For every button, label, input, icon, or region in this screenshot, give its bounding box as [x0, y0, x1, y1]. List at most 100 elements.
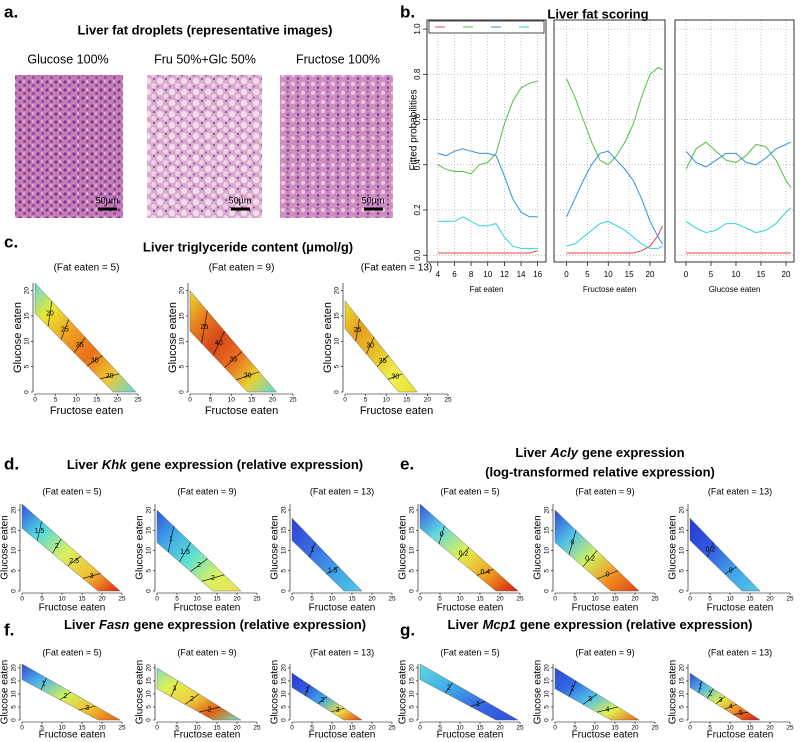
x-tick-label: 4 [436, 270, 441, 279]
contour-label: 2 [211, 575, 215, 582]
y-tick-label: 15 [679, 526, 686, 534]
contour-label: 0 [729, 567, 733, 574]
x-tick-label: 5 [40, 725, 44, 732]
series-line [566, 220, 663, 249]
plot-subtitle: (Fat eaten = 13) [708, 647, 772, 657]
x-axis-label: Fructose eaten [205, 405, 278, 417]
y-tick-label: 0 [679, 718, 686, 722]
x-tick-label: 5 [40, 596, 44, 603]
y-tick-label: 0 [179, 390, 186, 394]
y-tick-label: 5 [11, 705, 18, 709]
contour-line [47, 301, 53, 327]
y-tick-label: 20 [409, 664, 416, 672]
panel-label: f. [4, 620, 14, 639]
contour-label: 25 [354, 327, 362, 334]
contour-line [724, 704, 737, 710]
contour-label: 4 [729, 704, 733, 711]
x-tick-label: 10 [328, 596, 336, 603]
x-tick-label: 10 [483, 270, 492, 279]
contour-label: 1.5 [35, 528, 45, 535]
contour-label: 35 [76, 342, 84, 349]
contour-label: 0.2 [459, 550, 469, 557]
y-tick-label: 10 [409, 690, 416, 698]
plot-frame [426, 19, 547, 263]
x-tick-label: 25 [786, 725, 794, 732]
x-tick-label: 15 [348, 596, 356, 603]
x-tick-label: 5 [364, 397, 368, 404]
panel-label: b. [400, 2, 415, 21]
x-tick-label: 0 [290, 725, 294, 732]
contour-line [387, 373, 403, 380]
x-tick-label: 20 [766, 596, 774, 603]
contour-line [355, 318, 360, 342]
contour-label: 20 [106, 373, 114, 380]
y-tick-label: 0 [281, 718, 288, 722]
x-tick-label: 20 [631, 725, 639, 732]
panel-title: Liver Khk gene expression (relative expres… [67, 457, 363, 472]
y-tick-label: 20 [544, 506, 551, 514]
x-axis-label: Fructose eaten [50, 405, 123, 417]
contour-line [326, 566, 339, 575]
y-tick-label: 15 [544, 526, 551, 534]
title-part: Liver [515, 445, 546, 460]
x-tick-label: 15 [348, 725, 356, 732]
y-tick-label: 10 [679, 547, 686, 555]
x-tick-label: 20 [631, 596, 639, 603]
x-tick-label: 25 [118, 596, 126, 603]
y-tick-label: 5 [679, 569, 686, 573]
series-line [437, 216, 538, 249]
x-axis-label: Fructose eaten [309, 603, 376, 614]
y-axis-label: Glucose eaten [135, 660, 146, 725]
x-tick-label: 5 [54, 397, 58, 404]
y-tick-label: 20 [179, 287, 186, 295]
y-tick-label: 10 [679, 690, 686, 698]
x-tick-label: 20 [98, 725, 106, 732]
y-tick-label: 5 [334, 364, 341, 368]
x-tick-label: 0 [290, 596, 294, 603]
contour-line [568, 680, 577, 697]
y-tick-label: 5 [679, 705, 686, 709]
y-axis-label: Glucose eaten [398, 515, 409, 580]
series-line [437, 148, 538, 218]
x-tick-label: 5 [708, 725, 712, 732]
y-tick-label: 5 [24, 364, 31, 368]
y-tick-label: 15 [146, 526, 153, 534]
contour-label: 35 [229, 356, 237, 363]
x-tick-label: 5 [585, 270, 590, 279]
contour-label: 3 [90, 573, 94, 580]
x-tick-label: 25 [651, 725, 659, 732]
contour-label: 25 [201, 324, 209, 331]
x-tick-label: 20 [782, 270, 791, 279]
x-tick-label: 25 [134, 397, 142, 404]
y-tick-label: 0.6 [413, 113, 422, 125]
y-tick-label: 10 [146, 690, 153, 698]
panel-title: Liver fat scoring [547, 6, 648, 21]
y-tick-label: 20 [334, 287, 341, 295]
x-tick-label: 5 [438, 596, 442, 603]
y-tick-label: 5 [281, 705, 288, 709]
contour-line [445, 682, 453, 694]
x-axis-label: Fructose eaten [572, 730, 639, 741]
scale-label: 50µm [96, 195, 119, 205]
contour-line [376, 355, 389, 367]
panel-label: a. [4, 2, 18, 21]
panel-title: Liver triglyceride content (μmol/g) [143, 239, 353, 254]
x-tick-label: 0 [155, 596, 159, 603]
contour-line [184, 693, 200, 705]
y-tick-label: 1.0 [413, 23, 422, 35]
y-tick-label: 20 [544, 664, 551, 672]
y-tick-label: 20 [409, 506, 416, 514]
contour-line [36, 521, 42, 541]
x-tick-label: 0 [553, 725, 557, 732]
x-tick-label: 0 [20, 596, 24, 603]
contour-line [309, 542, 316, 558]
plot-subtitle: (Fat eaten = 13) [310, 486, 374, 496]
contour-line [733, 711, 749, 715]
x-tick-label: 10 [591, 596, 599, 603]
y-tick-label: 0 [409, 589, 416, 593]
y-tick-label: 5 [281, 569, 288, 573]
x-tick-label: 10 [58, 596, 66, 603]
plot-subtitle: (Fat eaten = 5) [42, 647, 101, 657]
x-tick-label: 10 [58, 725, 66, 732]
contour-line [67, 555, 81, 567]
